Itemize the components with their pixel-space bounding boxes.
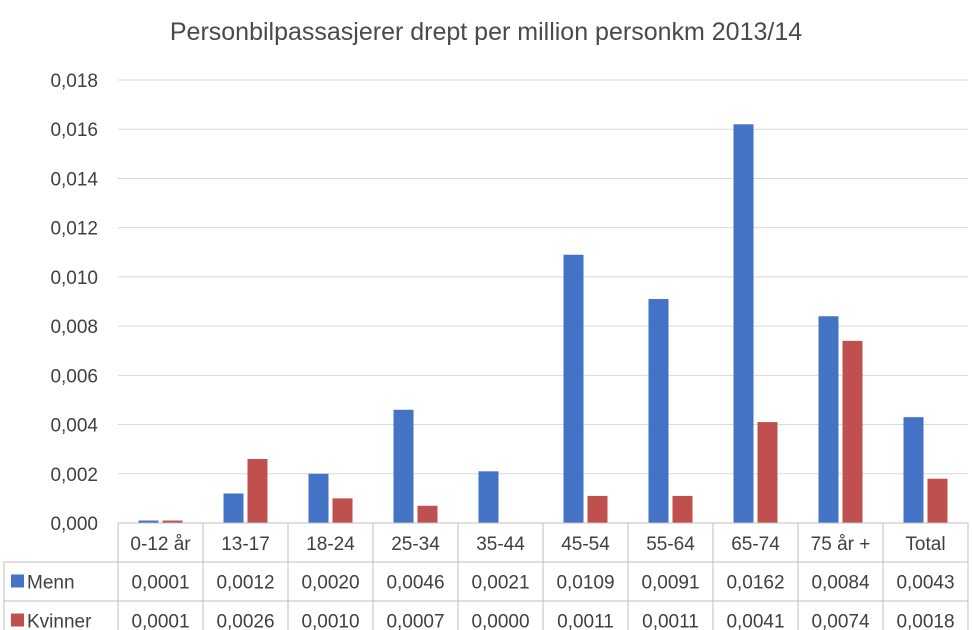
y-tick-label: 0,014 — [50, 169, 98, 190]
x-tick-label: 35-44 — [476, 534, 525, 555]
y-tick-label: 0,004 — [50, 416, 98, 437]
table-value: 0,0074 — [811, 612, 870, 630]
table-value: 0,0026 — [216, 612, 274, 630]
bar-kvinner-0 — [162, 520, 183, 523]
table-value: 0,0012 — [216, 573, 274, 594]
bar-menn-3 — [393, 409, 414, 523]
x-tick-label: 45-54 — [561, 534, 610, 555]
bar-kvinner-1 — [247, 459, 268, 523]
y-tick-label: 0,006 — [50, 366, 98, 387]
legend-key-menn — [11, 574, 24, 588]
y-tick-label: 0,002 — [50, 465, 98, 486]
bar-menn-0 — [138, 520, 159, 523]
legend-label: Menn — [27, 573, 75, 594]
y-tick-label: 0,016 — [50, 120, 98, 141]
table-value: 0,0091 — [641, 573, 699, 594]
y-tick-label: 0,018 — [50, 71, 98, 92]
chart-title: Personbilpassasjerer drept per million p… — [169, 18, 803, 46]
table-value: 0,0001 — [131, 573, 189, 594]
y-tick-label: 0,000 — [50, 514, 98, 535]
bar-kvinner-9 — [927, 478, 948, 523]
legend-label: Kvinner — [27, 612, 92, 630]
table-value: 0,0000 — [471, 612, 529, 630]
bar-menn-7 — [733, 124, 754, 524]
y-tick-label: 0,008 — [50, 317, 98, 338]
table-value: 0,0010 — [301, 612, 359, 630]
table-value: 0,0018 — [896, 612, 954, 630]
bar-menn-8 — [818, 316, 839, 523]
table-value: 0,0011 — [642, 612, 699, 630]
table-value: 0,0001 — [131, 612, 189, 630]
x-tick-label: Total — [905, 534, 945, 555]
table-value: 0,0020 — [301, 573, 359, 594]
table-value: 0,0109 — [556, 573, 614, 594]
table-value: 0,0084 — [811, 573, 870, 594]
x-tick-label: 0-12 år — [130, 534, 191, 555]
x-tick-label: 25-34 — [391, 534, 440, 555]
bar-menn-5 — [563, 254, 584, 523]
x-tick-label: 65-74 — [731, 534, 780, 555]
bar-menn-4 — [478, 471, 499, 523]
bar-kvinner-8 — [842, 340, 863, 523]
table-value: 0,0046 — [386, 573, 444, 594]
legend-key-kvinner — [11, 613, 24, 627]
bar-menn-9 — [903, 417, 924, 523]
x-tick-label: 55-64 — [646, 534, 695, 555]
x-tick-label: 18-24 — [306, 534, 355, 555]
bar-kvinner-5 — [587, 495, 608, 523]
table-value: 0,0043 — [896, 573, 954, 594]
x-tick-label: 13-17 — [221, 534, 270, 555]
y-tick-label: 0,010 — [50, 268, 98, 289]
bar-menn-6 — [648, 299, 669, 523]
bar-kvinner-6 — [672, 495, 693, 523]
bar-kvinner-7 — [757, 422, 778, 523]
bar-menn-2 — [308, 473, 329, 523]
bar-kvinner-2 — [332, 498, 353, 523]
table-value: 0,0021 — [471, 573, 529, 594]
bar-kvinner-3 — [417, 505, 438, 523]
table-value: 0,0011 — [557, 612, 614, 630]
table-value: 0,0007 — [386, 612, 444, 630]
table-value: 0,0162 — [726, 573, 784, 594]
table-value: 0,0041 — [726, 612, 784, 630]
x-tick-label: 75 år + — [811, 534, 871, 555]
bar-menn-1 — [223, 493, 244, 523]
y-tick-label: 0,012 — [50, 219, 98, 240]
